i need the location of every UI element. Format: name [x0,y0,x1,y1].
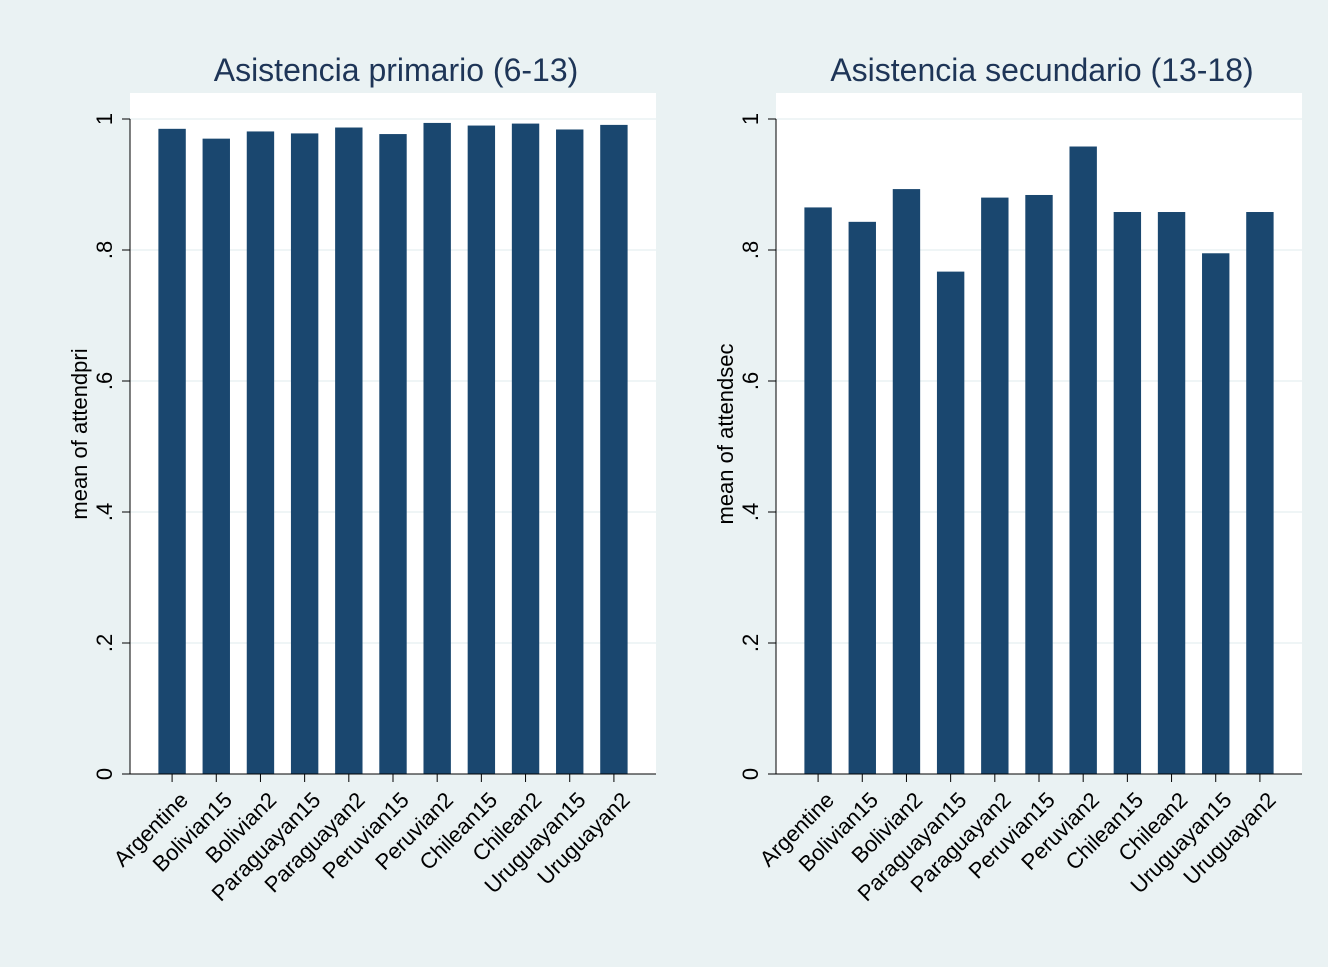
y-axis-title: mean of attendpri [67,348,92,519]
bar-paraguayan15 [936,271,965,774]
bar-bolivian2 [246,131,275,774]
y-tick-label: .2 [92,634,117,652]
bar-uruguayan15 [556,129,584,775]
chart-title: Asistencia secundario (13-18) [830,52,1253,88]
y-tick-label: .4 [738,503,763,521]
y-tick-label: 0 [92,768,117,780]
bar-paraguayan2 [335,127,363,774]
panel-secondary-attendance: Asistencia secundario (13-18) mean of at… [713,52,1302,906]
bar-paraguayan2 [981,197,1009,775]
y-tick-label: .8 [738,241,763,259]
y-tick-label: .6 [738,372,763,390]
y-tick-label: 0 [738,768,763,780]
y-tick-label: 1 [738,113,763,125]
y-tick-label: .6 [92,372,117,390]
chart-title: Asistencia primario (6-13) [214,52,579,88]
bar-bolivian15 [202,138,230,774]
bar-argentine [804,207,832,775]
y-tick-label: .4 [92,503,117,521]
bar-peruvian15 [379,134,407,774]
bar-uruguayan15 [1202,253,1230,774]
bar-peruvian2 [1069,146,1097,774]
bar-argentine [158,128,186,774]
bar-peruvian15 [1025,194,1053,775]
bar-chilean2 [1157,212,1186,774]
panel-primary-attendance: Asistencia primario (6-13) mean of atten… [67,52,656,906]
bar-uruguayan2 [600,124,628,774]
bar-uruguayan2 [1246,212,1274,774]
bar-chilean15 [467,125,496,775]
bar-peruvian2 [423,122,451,775]
bar-paraguayan15 [290,133,319,774]
bar-chilean15 [1113,212,1142,774]
y-tick-label: .8 [92,241,117,259]
bar-bolivian2 [892,189,921,774]
bar-chilean2 [511,123,540,774]
y-tick-label: .2 [738,634,763,652]
bar-bolivian15 [848,221,876,774]
y-tick-label: 1 [92,113,117,125]
y-axis-title: mean of attendsec [713,343,738,524]
